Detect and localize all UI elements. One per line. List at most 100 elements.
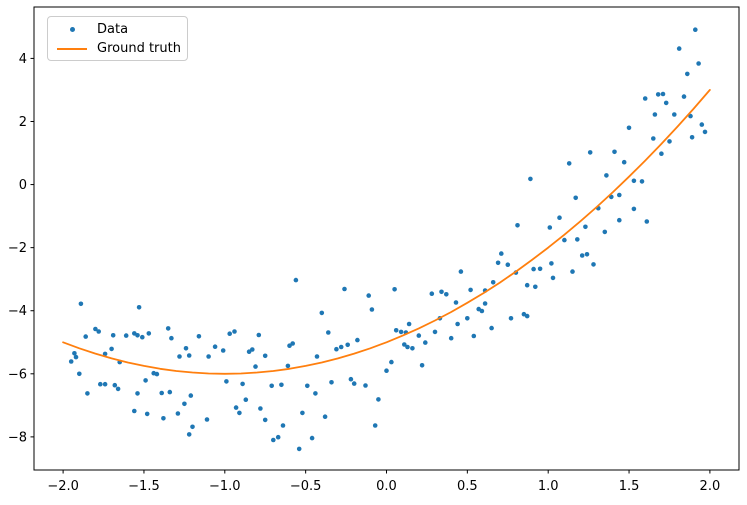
data-point: [448, 335, 454, 341]
data-point: [566, 161, 572, 166]
data-point: [253, 364, 258, 369]
data-point: [696, 61, 701, 66]
data-point: [562, 237, 567, 243]
data-point: [479, 308, 485, 314]
data-point: [290, 341, 296, 346]
data-point: [96, 329, 101, 334]
data-point: [639, 179, 645, 184]
data-point: [570, 269, 575, 274]
data-point: [233, 405, 239, 410]
data-point: [458, 269, 464, 274]
data-point: [604, 173, 609, 178]
data-point: [455, 321, 460, 327]
data-point: [136, 305, 142, 310]
data-point: [659, 151, 664, 156]
data-point: [389, 359, 394, 365]
data-point: [188, 393, 194, 398]
data-point: [143, 378, 148, 383]
data-point: [237, 410, 242, 416]
data-point: [528, 176, 533, 182]
data-point: [505, 262, 511, 268]
data-point: [550, 275, 556, 281]
data-point: [688, 113, 693, 119]
data-point: [699, 122, 705, 127]
data-point: [531, 266, 536, 272]
data-point: [429, 291, 435, 297]
y-tick-label: 0: [19, 178, 27, 193]
data-point: [444, 292, 449, 297]
x-tick-label: 2.0: [700, 479, 721, 494]
data-point: [212, 344, 218, 350]
data-point: [652, 112, 658, 117]
data-point: [135, 333, 140, 338]
data-point: [309, 435, 315, 441]
data-point: [159, 390, 164, 396]
data-point: [655, 92, 661, 97]
data-point: [416, 333, 422, 338]
data-point: [204, 417, 210, 422]
data-point: [227, 331, 232, 337]
data-point: [372, 423, 378, 428]
legend-label-data: Data: [97, 22, 129, 37]
data-point: [109, 346, 114, 352]
data-point: [499, 251, 504, 256]
plot-border: [33, 6, 740, 471]
data-point: [663, 100, 669, 106]
data-point: [423, 340, 428, 345]
data-point: [406, 321, 412, 327]
data-point: [579, 253, 585, 258]
data-point: [363, 383, 368, 388]
data-point: [296, 446, 302, 452]
x-tick-label: −2.0: [47, 479, 79, 494]
data-point: [183, 346, 189, 351]
data-point: [329, 380, 334, 385]
ground-truth-curve: [62, 89, 711, 375]
data-point: [453, 300, 459, 305]
data-point: [626, 125, 632, 131]
data-point: [676, 46, 682, 51]
legend-label-ground-truth: Ground truth: [97, 41, 181, 56]
data-point: [376, 397, 381, 402]
data-point: [305, 383, 310, 389]
data-point: [689, 135, 695, 140]
data-point: [392, 287, 397, 292]
data-point: [465, 316, 470, 321]
data-point: [280, 423, 286, 428]
data-point: [369, 307, 375, 312]
data-point: [285, 363, 291, 369]
data-point: [338, 344, 344, 350]
data-point: [348, 376, 354, 382]
legend-item-ground-truth: Ground truth: [48, 39, 187, 58]
data-point: [524, 313, 530, 319]
data-point: [186, 353, 192, 358]
data-point: [549, 261, 554, 266]
data-point: [384, 368, 389, 374]
data-point: [313, 391, 318, 396]
data-point: [471, 333, 477, 339]
data-point: [612, 149, 617, 155]
data-point: [342, 286, 347, 292]
data-point: [154, 371, 160, 377]
data-point: [314, 354, 320, 359]
data-point: [182, 401, 187, 407]
data-point: [482, 301, 488, 306]
data-point: [366, 293, 372, 298]
data-point: [232, 329, 237, 334]
data-point: [587, 150, 593, 155]
data-point: [631, 178, 637, 184]
data-point: [132, 408, 137, 414]
x-tick-label: −1.0: [209, 479, 241, 494]
data-point: [246, 349, 252, 355]
data-point: [660, 91, 666, 97]
data-point: [410, 346, 415, 351]
data-point: [515, 223, 520, 228]
data-point: [240, 381, 245, 387]
data-point: [293, 277, 299, 283]
data-point: [402, 342, 407, 347]
data-point: [489, 325, 494, 331]
data-point: [345, 342, 351, 348]
data-point: [190, 424, 195, 430]
data-point: [334, 346, 339, 352]
data-point: [547, 225, 553, 230]
